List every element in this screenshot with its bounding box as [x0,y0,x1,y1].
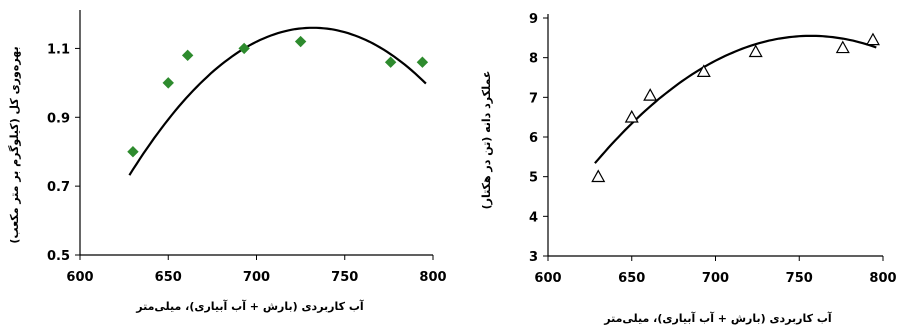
chart-left-y-tick-label: 1.1 [47,42,70,57]
chart-left-y-tick-label: 0.7 [47,180,70,195]
chart-left-x-tick-label: 650 [155,270,182,285]
chart-left-water-productivity: بهره‌وری کل (کیلوگرم بر متر مکعب) آب کار… [8,10,447,313]
chart-left-x-tick-label: 700 [243,270,270,285]
chart-right-grain-yield: عملکرد دانه (تن در هکتار) آب کاربردی (با… [480,12,897,325]
chart-right-x-tick-label: 600 [534,271,561,286]
chart-right-data-point [643,88,658,101]
chart-right-data-point [748,44,763,58]
chart-right-y-tick-label: 4 [529,210,538,225]
chart-left-x-tick-label: 600 [66,270,93,285]
chart-right-x-tick-label: 800 [869,271,896,286]
chart-right-y-tick-label: 8 [529,52,538,67]
chart-right-ylabel: عملکرد دانه (تن در هکتار) [480,71,493,210]
chart-right-data-point [591,169,606,183]
chart-left-ylabel: بهره‌وری کل (کیلوگرم بر متر مکعب) [8,46,21,243]
chart-right-x-tick-label: 650 [618,271,645,286]
chart-left-data-point [162,77,174,89]
chart-left-x-tick-label: 750 [331,270,358,285]
chart-right-y-tick-label: 6 [529,131,538,146]
chart-right-xlabel: آب کاربردی (بارش + آب آبیاری)، میلی‌متر [603,311,832,325]
chart-left-xlabel: آب کاربردی (بارش + آب آبیاری)، میلی‌متر [135,299,364,313]
chart-right-data-point [624,109,639,123]
chart-right-x-tick-label: 750 [786,271,813,286]
chart-left-trendline [128,26,427,176]
chart-left-x-tick-label: 800 [419,270,446,285]
chart-right-y-tick-label: 5 [529,171,538,186]
chart-right-data-point [835,40,850,54]
chart-left-data-point [238,42,250,55]
chart-right-data-point [696,64,711,77]
chart-left-data-point [181,49,194,62]
chart-left-data-point [384,56,397,68]
chart-right-data-point [865,32,880,46]
chart-left-y-tick-label: 0.5 [47,249,70,264]
chart-right-x-tick-label: 700 [702,271,729,286]
chart-right-y-tick-label: 9 [529,12,538,27]
chart-left-data-point [294,35,307,48]
chart-left-data-point [127,146,139,158]
chart-left-y-tick-label: 0.9 [47,111,70,126]
chart-left-data-point [416,56,429,68]
chart-right-trendline [594,34,877,164]
chart-right-y-tick-label: 7 [529,91,538,106]
chart-right-y-tick-label: 3 [529,250,538,265]
